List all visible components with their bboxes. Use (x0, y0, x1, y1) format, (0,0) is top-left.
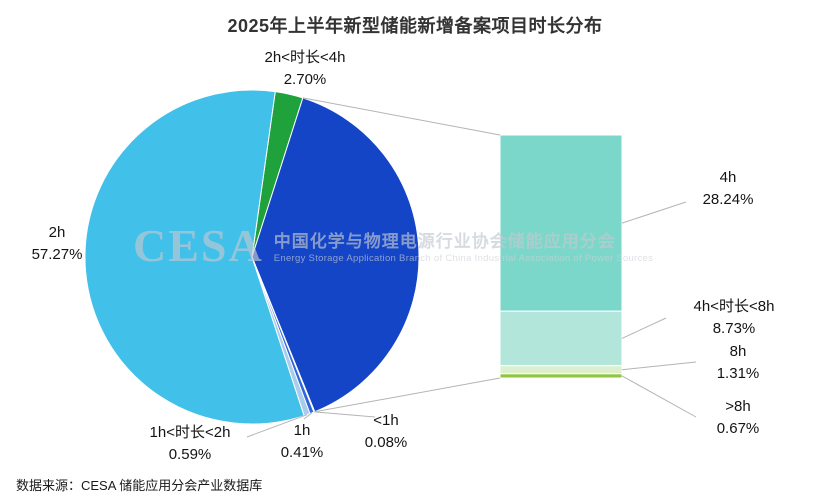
pie-label-1h: 1h 0.41% (262, 420, 342, 464)
bar-label-gt8h-value: 0.67% (716, 420, 760, 437)
leader-line-bar-0 (621, 201, 687, 224)
bar-label-8h-category: 8h (729, 343, 747, 360)
pie-label-2h-category: 2h (48, 224, 66, 241)
pie-label-2h-4h: 2h<时长<4h 2.70% (235, 47, 375, 91)
pie-label-lt1h: <1h 0.08% (346, 410, 426, 454)
bar-label-4h-8h: 4h<时长<8h 8.73% (668, 296, 800, 340)
bar-label-gt8h: >8h 0.67% (698, 396, 778, 440)
pie-label-2h-4h-value: 2.70% (283, 71, 327, 88)
bar-segment-1 (499, 310, 623, 367)
pie-label-lt1h-category: <1h (373, 412, 399, 429)
pie-label-1h-2h-value: 0.59% (168, 446, 212, 463)
pie-label-1h-category: 1h (293, 422, 311, 439)
connector-line-top (302, 97, 501, 136)
bar-label-4h-category: 4h (719, 169, 737, 186)
pie-label-lt1h-value: 0.08% (364, 434, 408, 451)
bar-segment-3 (499, 373, 623, 379)
leader-line-bar-2 (621, 361, 697, 371)
bar-label-4h: 4h 28.24% (688, 167, 768, 211)
bar-label-4h-8h-value: 8.73% (712, 320, 756, 337)
leader-line-pie-4 (246, 414, 308, 438)
bar-label-8h: 8h 1.31% (698, 341, 778, 385)
pie-label-2h-value: 57.27% (31, 246, 83, 263)
pie-label-1h-2h-category: 1h<时长<2h (149, 424, 231, 441)
bar-label-4h-8h-category: 4h<时长<8h (693, 298, 775, 315)
pie-label-1h-value: 0.41% (280, 444, 324, 461)
pie-slice-1 (251, 97, 420, 413)
data-source: 数据来源：CESA 储能应用分会产业数据库 (16, 478, 263, 493)
bar-label-gt8h-category: >8h (725, 398, 751, 415)
bar-label-8h-value: 1.31% (716, 365, 760, 382)
pie-label-2h: 2h 57.27% (17, 222, 97, 266)
bar-label-4h-value: 28.24% (702, 191, 754, 208)
pie-label-1h-2h: 1h<时长<2h 0.59% (120, 422, 260, 466)
chart-title: 2025年上半年新型储能新增备案项目时长分布 (227, 16, 603, 36)
pie-label-2h-4h-category: 2h<时长<4h (264, 49, 346, 66)
connector-line-bottom (314, 377, 501, 413)
leader-line-bar-3 (621, 375, 697, 418)
bar-segment-0 (499, 134, 623, 312)
leader-line-pie-2 (314, 411, 376, 418)
leader-line-pie-3 (303, 412, 313, 420)
leader-line-bar-1 (621, 317, 667, 339)
pie-slice-5 (84, 89, 305, 425)
bar-segment-2 (499, 365, 623, 375)
